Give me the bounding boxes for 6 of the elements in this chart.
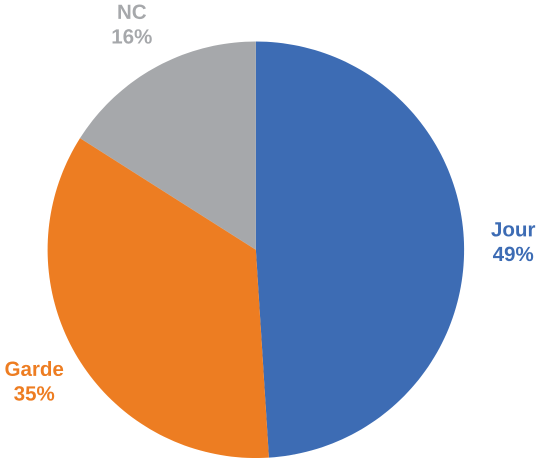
data-label: 49% [492,246,534,262]
data-label: 35% [14,386,54,401]
slice-label: NC [118,4,146,20]
data-label: 16% [112,29,152,44]
slice-label: Jour [491,222,536,237]
slice-label: Garde [5,360,64,376]
